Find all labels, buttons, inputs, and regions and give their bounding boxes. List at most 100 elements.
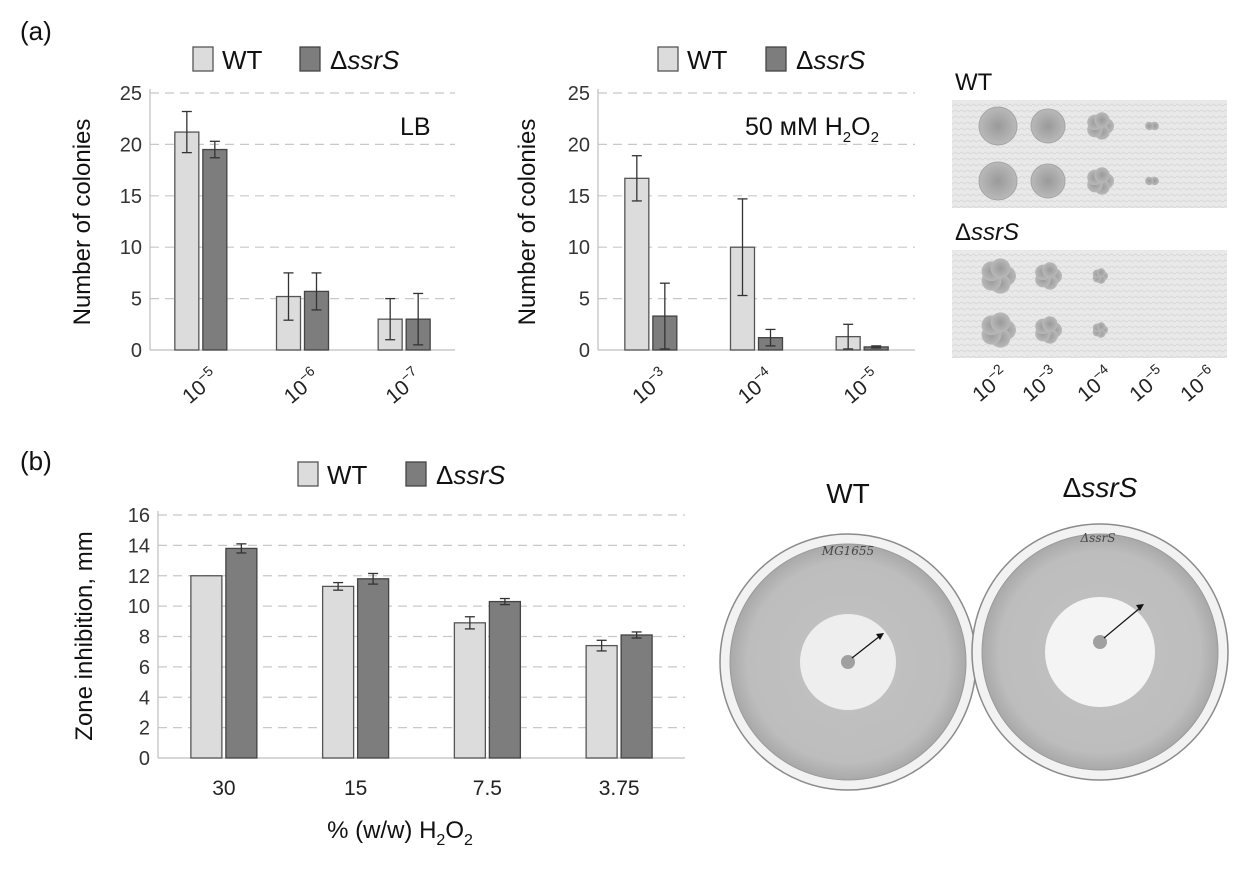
spot-colonies — [978, 106, 1159, 348]
legend-label-wt: WT — [222, 45, 263, 75]
plate-wt: MG1655 — [719, 533, 977, 791]
x-tick-label: 10−6 — [277, 362, 325, 408]
legend-b: WT ΔssrS — [297, 460, 506, 490]
plate-mutant: ΔssrS — [971, 523, 1229, 781]
bar-wt — [190, 575, 223, 759]
bar-mutant — [620, 634, 653, 759]
colony-spot — [1094, 167, 1110, 183]
colony-spot — [1030, 108, 1066, 144]
bar-mutant — [488, 600, 522, 759]
legend-swatch-mutant — [405, 461, 427, 487]
legend-swatch-wt — [297, 461, 319, 487]
spot-dilution-label: 10−5 — [1123, 360, 1171, 406]
legend-swatch-mutant — [765, 46, 787, 72]
y-tick-label: 4 — [139, 687, 150, 709]
arrowhead-icon — [1136, 604, 1144, 611]
legend-label-wt: WT — [327, 460, 368, 490]
y-tick-label: 25 — [120, 83, 142, 105]
y-tick-label: 6 — [139, 657, 150, 679]
bar-wt — [585, 644, 618, 759]
spot-assay: WT ΔssrS 10−210−310−410−510−6 — [952, 69, 1227, 406]
y-tick-label: 8 — [139, 627, 150, 649]
y-axis-title: Number of colonies — [69, 119, 96, 326]
x-tick-label: 10−3 — [626, 362, 674, 408]
bar-wt — [624, 177, 650, 351]
colony-spot — [1042, 316, 1058, 332]
x-tick-label: 7.5 — [473, 777, 502, 800]
colony-spot — [1145, 121, 1154, 131]
legend-label-mutant: ΔssrS — [436, 460, 506, 490]
radius-arrow-mutant — [1103, 607, 1141, 639]
condition-label: LB — [400, 113, 431, 141]
y-tick-label: 20 — [568, 134, 590, 156]
y-axis-title: Zone inhibition, mm — [71, 531, 98, 740]
colony-spot — [1096, 268, 1106, 277]
x-axis-title: % (w/w) H2O2 — [327, 817, 473, 849]
colony-spot — [990, 258, 1011, 279]
bar-mutant — [202, 148, 228, 351]
legend-a-middle: WT ΔssrS — [657, 45, 866, 75]
legend-label-mutant: ΔssrS — [796, 45, 866, 75]
chart-a-middle: 0 5 10 15 20 25 Number of colonies 10−3 10−4 10−5… — [514, 83, 915, 408]
spot-dilution-labels: 10−210−310−410−510−6 — [966, 360, 1222, 406]
x-tick-label: 10−4 — [731, 362, 779, 408]
spot-dilution-label: 10−4 — [1071, 360, 1119, 406]
plate-mutant-handwriting: ΔssrS — [1080, 531, 1116, 545]
x-tick-label: 10−5 — [176, 362, 224, 408]
bar-wt — [453, 622, 487, 759]
radius-arrow-wt — [851, 635, 881, 659]
x-tick-label: 3.75 — [599, 777, 640, 800]
x-tick-label: 10−5 — [837, 362, 885, 408]
x-tick-label: 30 — [212, 777, 235, 800]
panel-a-label: (a) — [20, 16, 52, 46]
y-tick-label: 16 — [128, 505, 150, 527]
spot-dilution-label: 10−2 — [966, 360, 1014, 406]
x-tick-label: 10−7 — [379, 362, 427, 408]
colony-spot — [978, 161, 1018, 201]
colony-spot — [1030, 163, 1066, 199]
y-tick-label: 20 — [120, 134, 142, 156]
inhibition-zone-mutant — [1045, 597, 1155, 707]
legend-swatch-wt — [657, 46, 679, 72]
plate-wt-handwriting: MG1655 — [821, 544, 874, 558]
bar-wt — [174, 131, 200, 351]
arrowhead-icon — [876, 633, 884, 640]
y-tick-label: 0 — [579, 340, 590, 362]
panel-b-label: (b) — [20, 446, 52, 476]
bar-mutant — [303, 290, 330, 351]
y-tick-label: 15 — [568, 186, 590, 208]
disc-wt — [841, 655, 855, 669]
spot-dilution-label: 10−6 — [1174, 360, 1222, 406]
legend-label-mutant: ΔssrS — [330, 45, 400, 75]
y-tick-label: 5 — [131, 289, 142, 311]
condition-label: 50 мМ H2O2 — [745, 113, 879, 146]
bar-mutant — [356, 578, 390, 759]
bar-wt — [321, 585, 355, 759]
spot-dilution-label: 10−3 — [1016, 360, 1064, 406]
legend-label-wt: WT — [687, 45, 728, 75]
spot-wt-label: WT — [955, 69, 993, 96]
y-tick-label: 10 — [568, 237, 590, 259]
y-tick-label: 0 — [139, 748, 150, 770]
chart-a-left: 0 5 10 15 20 25 Number of colonies 10−5 10−6 10−7… — [69, 83, 455, 408]
y-tick-label: 0 — [131, 340, 142, 362]
chart-b: 0 2 4 6 8 10 12 14 16 Zone inhibition, mm 30 15 7.5 3… — [71, 505, 685, 849]
y-tick-label: 10 — [128, 596, 150, 618]
y-axis-title: Number of colonies — [514, 119, 541, 326]
y-tick-label: 12 — [128, 566, 150, 588]
plate-wt-title: WT — [826, 478, 870, 509]
y-tick-label: 10 — [120, 237, 142, 259]
legend-a-left: WT ΔssrS — [192, 45, 400, 75]
colony-spot — [1096, 322, 1106, 331]
spot-mutant-label: ΔssrS — [955, 219, 1019, 246]
colony-spot — [1145, 176, 1154, 186]
y-tick-label: 15 — [120, 186, 142, 208]
legend-swatch-wt — [192, 46, 214, 72]
y-tick-label: 25 — [568, 83, 590, 105]
y-tick-label: 5 — [579, 289, 590, 311]
y-tick-label: 14 — [128, 535, 150, 557]
plates: WT ΔssrS MG1655 ΔssrS — [719, 472, 1229, 791]
colony-spot — [1094, 112, 1110, 128]
colony-spot — [990, 312, 1011, 333]
